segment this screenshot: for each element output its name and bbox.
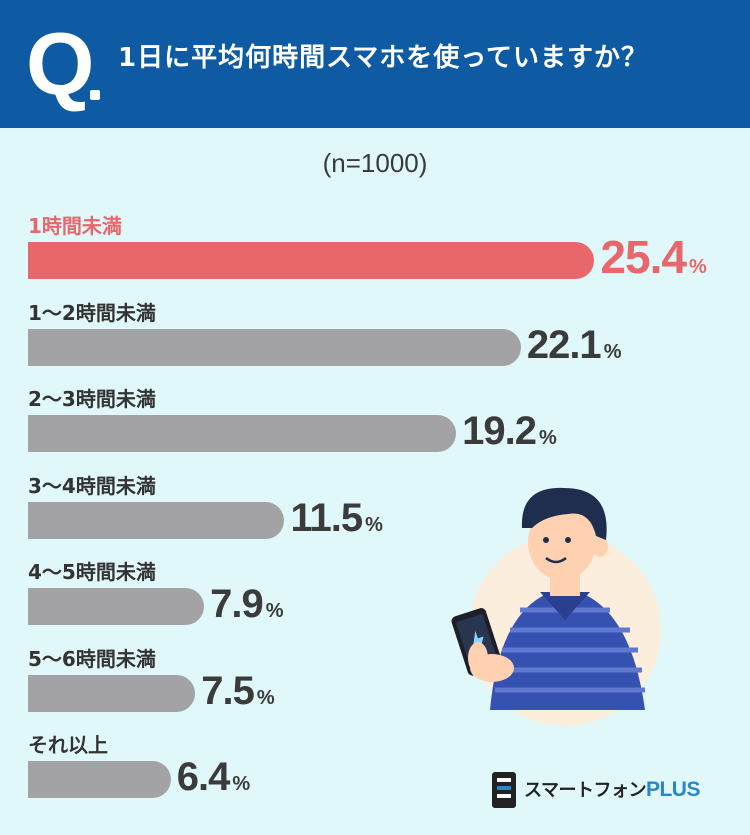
question-header: Q 1日に平均何時間スマホを使っていますか？	[0, 0, 750, 128]
bar-value-number: 7.9	[210, 582, 264, 626]
sample-size: (n=1000)	[322, 148, 428, 178]
bar-value-unit: %	[232, 773, 251, 795]
bar-label: 4〜5時間未満	[28, 560, 156, 584]
bar	[28, 328, 521, 366]
bar-label: 5〜6時間未満	[28, 646, 156, 671]
q-letter: Q	[26, 14, 95, 113]
bar	[28, 588, 205, 625]
logo-suffix: PLUS	[645, 778, 701, 801]
logo-text: スマートフォンPLUS	[524, 776, 700, 802]
logo-mark-icon	[492, 772, 516, 808]
brand-logo: スマートフォンPLUS	[490, 770, 730, 810]
bar	[28, 501, 285, 539]
bar-value-unit: %	[265, 600, 284, 622]
bar-value-label: 7.9%	[210, 582, 283, 627]
bar-value-label: 22.1%	[527, 323, 622, 368]
bar-value-unit: %	[365, 513, 383, 536]
logo-name: スマートフォン	[524, 780, 646, 801]
bar-label: 1時間未満	[28, 214, 122, 238]
bar-label: 2〜3時間未満	[28, 387, 156, 411]
bar-label: 1〜2時間未満	[28, 300, 156, 325]
bar-value-unit: %	[256, 686, 275, 709]
question-text: 1日に平均何時間スマホを使っていますか？	[118, 43, 649, 73]
bar	[28, 242, 595, 279]
bar-value-number: 25.4	[600, 231, 687, 283]
bar	[28, 761, 171, 798]
bar-value-unit: %	[688, 256, 707, 278]
bar-value-label: 11.5%	[290, 496, 382, 541]
bar-value-unit: %	[539, 427, 557, 449]
bar-value-unit: %	[603, 340, 622, 363]
bar-value-number: 7.5	[201, 668, 255, 713]
bar-value-label: 25.4%	[600, 230, 706, 284]
bar-label: 3〜4時間未満	[28, 473, 156, 498]
q-dot	[90, 90, 100, 100]
bar-value-number: 19.2	[462, 409, 537, 453]
bar-value-number: 6.4	[176, 755, 231, 799]
bar	[28, 415, 457, 452]
bar-value-label: 19.2%	[462, 409, 557, 454]
bar	[28, 674, 196, 712]
bar-value-number: 11.5	[290, 495, 363, 540]
person-with-phone-illustration	[451, 487, 661, 726]
bar-value-label: 6.4%	[177, 755, 250, 800]
bar-value-number: 22.1	[526, 322, 602, 367]
bar-value-label: 7.5%	[201, 669, 274, 714]
bar-label: それ以上	[28, 733, 108, 757]
